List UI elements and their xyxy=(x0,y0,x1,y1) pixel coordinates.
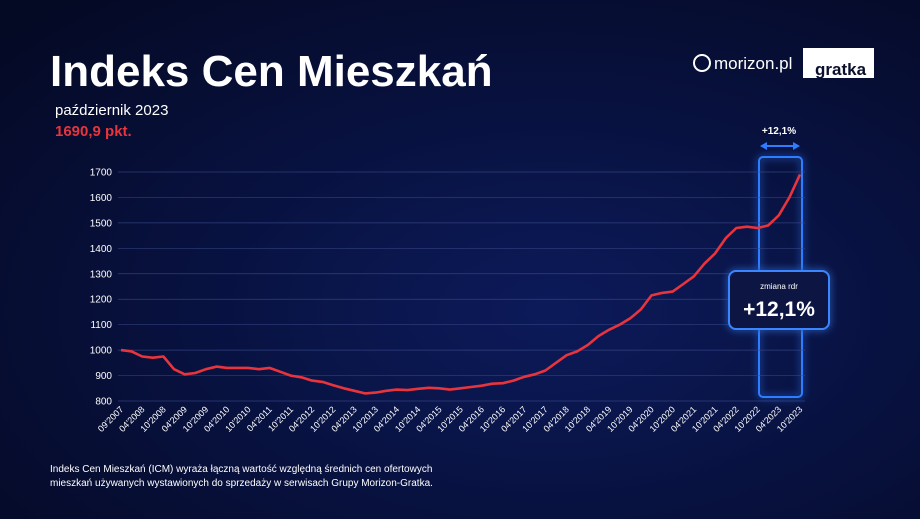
y-tick-label: 1600 xyxy=(90,193,113,204)
brand-logo: gratka xyxy=(815,60,867,79)
y-tick-label: 900 xyxy=(95,371,112,382)
logo-icon xyxy=(693,54,711,72)
current-value: 1690,9 pkt. xyxy=(55,123,132,140)
change-box-title: zmiana rdr xyxy=(760,282,798,291)
brand-logo: morizon.pl xyxy=(714,54,792,73)
footnote: mieszkań używanych wystawionych do sprze… xyxy=(50,478,433,489)
data-line xyxy=(120,173,802,395)
y-tick-label: 1500 xyxy=(90,218,113,229)
y-tick-label: 1000 xyxy=(90,346,113,357)
y-tick-label: 1400 xyxy=(90,244,113,255)
y-tick-label: 1700 xyxy=(90,168,113,179)
chart-title: Indeks Cen Mieszkań xyxy=(50,47,493,96)
change-box-value: +12,1% xyxy=(743,298,815,321)
y-tick-label: 1200 xyxy=(90,295,113,306)
change-annotation: +12,1% xyxy=(762,126,796,137)
subtitle: październik 2023 xyxy=(55,102,168,119)
y-tick-label: 1100 xyxy=(90,320,112,331)
y-tick-label: 800 xyxy=(95,397,112,408)
change-box xyxy=(728,270,830,330)
y-tick-label: 1300 xyxy=(90,269,113,280)
footnote: Indeks Cen Mieszkań (ICM) wyraża łączną … xyxy=(50,464,432,475)
brand-box xyxy=(803,48,874,78)
